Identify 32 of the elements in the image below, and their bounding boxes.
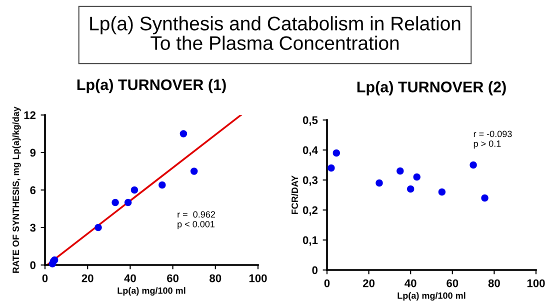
x-tick-label: 100 <box>527 279 545 288</box>
x-tick-label: 80 <box>210 274 222 282</box>
chart-title: Lp(a) TURNOVER (2) <box>357 81 506 96</box>
y-tick-label: 0,3 <box>302 176 318 186</box>
text: Lp(a) Synthesis and Catabolism in Relation To the Plasma Concentration <box>90 16 460 50</box>
x-axis-title: Lp(a) mg/100 ml <box>118 287 186 296</box>
y-axis-title: RATE OF SYNTHESIS, mg Lp(a)/kg/day <box>12 106 21 273</box>
annotation: r = 0.962 p < 0.001 <box>178 211 215 230</box>
x-tick-label: 40 <box>124 274 136 282</box>
x-tick-label: 20 <box>363 279 375 288</box>
x-axis-title: Lp(a) mg/100 ml <box>398 292 466 301</box>
y-tick-label: 12 <box>24 111 36 120</box>
y-tick-label: 0,1 <box>302 236 318 246</box>
y-tick-label: 0 <box>312 266 318 274</box>
x-tick-label: 100 <box>249 274 267 282</box>
x-tick-label: 20 <box>82 274 94 282</box>
x-tick-label: 60 <box>167 274 179 282</box>
y-tick-label: 9 <box>30 148 36 157</box>
x-tick-label: 80 <box>488 279 500 288</box>
y-tick-label: 3 <box>30 224 36 232</box>
annotation: r = -0.093 p > 0.1 <box>474 130 512 149</box>
y-tick-label: 0,5 <box>302 116 318 126</box>
y-tick-label: 0 <box>30 261 36 270</box>
chart-title: Lp(a) TURNOVER (1) <box>77 78 226 94</box>
x-tick-label: 60 <box>446 279 458 288</box>
y-tick-label: 0,2 <box>302 206 318 216</box>
x-tick-label: 0 <box>324 279 330 288</box>
x-tick-label: 40 <box>404 279 416 288</box>
x-tick-label: 0 <box>42 274 48 282</box>
y-tick-label: 6 <box>30 186 36 194</box>
y-tick-label: 0,4 <box>302 146 318 156</box>
y-axis-title: FCR/DAY <box>291 175 298 214</box>
